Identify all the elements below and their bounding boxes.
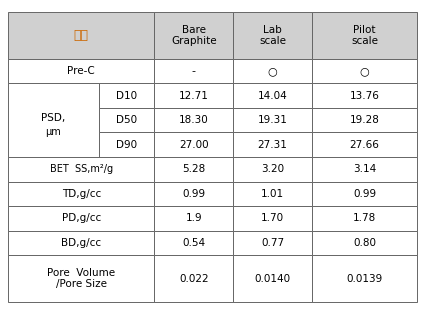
Text: 1.78: 1.78 bbox=[353, 213, 376, 223]
Text: 5.28: 5.28 bbox=[182, 164, 205, 174]
Bar bbox=[233, 255, 312, 302]
Text: 27.31: 27.31 bbox=[258, 140, 288, 150]
Bar bbox=[154, 182, 233, 206]
Bar bbox=[8, 157, 154, 182]
Bar bbox=[154, 231, 233, 255]
Bar bbox=[312, 255, 417, 302]
Text: 1.01: 1.01 bbox=[261, 189, 284, 199]
Bar bbox=[154, 59, 233, 83]
Bar bbox=[99, 132, 154, 157]
Bar bbox=[233, 231, 312, 255]
Bar bbox=[154, 83, 233, 108]
Bar bbox=[8, 231, 154, 255]
Text: 3.20: 3.20 bbox=[261, 164, 284, 174]
Text: 0.0140: 0.0140 bbox=[255, 274, 291, 284]
Bar bbox=[312, 157, 417, 182]
Bar bbox=[233, 12, 312, 59]
Bar bbox=[233, 83, 312, 108]
Text: 0.022: 0.022 bbox=[179, 274, 209, 284]
Bar bbox=[312, 83, 417, 108]
Text: BET  SS,m²/g: BET SS,m²/g bbox=[50, 164, 113, 174]
Bar bbox=[154, 12, 233, 59]
Text: D90: D90 bbox=[116, 140, 137, 150]
Text: Lab
scale: Lab scale bbox=[259, 24, 286, 46]
Text: Pore  Volume
/Pore Size: Pore Volume /Pore Size bbox=[47, 268, 115, 289]
Bar bbox=[8, 206, 154, 231]
Bar bbox=[154, 132, 233, 157]
Bar bbox=[8, 255, 154, 302]
Text: 14.04: 14.04 bbox=[258, 91, 287, 101]
Text: 0.99: 0.99 bbox=[353, 189, 376, 199]
Text: 27.00: 27.00 bbox=[179, 140, 209, 150]
Text: D50: D50 bbox=[116, 115, 137, 125]
Text: 3.14: 3.14 bbox=[353, 164, 376, 174]
Text: 0.54: 0.54 bbox=[182, 238, 205, 248]
Text: ○: ○ bbox=[268, 66, 278, 76]
Bar bbox=[99, 83, 154, 108]
Text: PSD,: PSD, bbox=[41, 113, 65, 123]
Bar bbox=[99, 108, 154, 132]
Text: PD,g/cc: PD,g/cc bbox=[62, 213, 101, 223]
Bar bbox=[312, 59, 417, 83]
Text: 구분: 구분 bbox=[74, 29, 89, 42]
Text: 0.99: 0.99 bbox=[182, 189, 205, 199]
Bar bbox=[233, 59, 312, 83]
Text: D10: D10 bbox=[116, 91, 137, 101]
Bar bbox=[312, 108, 417, 132]
Text: Bare
Graphite: Bare Graphite bbox=[171, 24, 217, 46]
Bar bbox=[8, 182, 154, 206]
Text: -: - bbox=[192, 66, 196, 76]
Bar bbox=[312, 231, 417, 255]
Text: 0.0139: 0.0139 bbox=[346, 274, 383, 284]
Bar bbox=[154, 108, 233, 132]
Text: Pre-C: Pre-C bbox=[67, 66, 95, 76]
Bar bbox=[233, 132, 312, 157]
Text: 0.80: 0.80 bbox=[353, 238, 376, 248]
Bar bbox=[233, 182, 312, 206]
Bar bbox=[8, 83, 99, 157]
Text: 27.66: 27.66 bbox=[349, 140, 380, 150]
Text: 13.76: 13.76 bbox=[349, 91, 380, 101]
Text: 0.77: 0.77 bbox=[261, 238, 284, 248]
Bar bbox=[233, 206, 312, 231]
Bar bbox=[312, 132, 417, 157]
Bar bbox=[312, 12, 417, 59]
Bar bbox=[312, 206, 417, 231]
Bar bbox=[233, 108, 312, 132]
Bar bbox=[154, 157, 233, 182]
Text: 18.30: 18.30 bbox=[179, 115, 209, 125]
Bar bbox=[8, 59, 154, 83]
Bar bbox=[312, 182, 417, 206]
Bar bbox=[154, 255, 233, 302]
Bar bbox=[154, 206, 233, 231]
Text: TD,g/cc: TD,g/cc bbox=[62, 189, 101, 199]
Text: 19.28: 19.28 bbox=[349, 115, 380, 125]
Text: 19.31: 19.31 bbox=[258, 115, 288, 125]
Bar bbox=[8, 12, 154, 59]
Text: μm: μm bbox=[45, 127, 61, 137]
Text: Pilot
scale: Pilot scale bbox=[351, 24, 378, 46]
Text: 1.70: 1.70 bbox=[261, 213, 284, 223]
Text: BD,g/cc: BD,g/cc bbox=[61, 238, 101, 248]
Bar bbox=[233, 157, 312, 182]
Text: ○: ○ bbox=[360, 66, 369, 76]
Text: 12.71: 12.71 bbox=[179, 91, 209, 101]
Text: 1.9: 1.9 bbox=[185, 213, 202, 223]
